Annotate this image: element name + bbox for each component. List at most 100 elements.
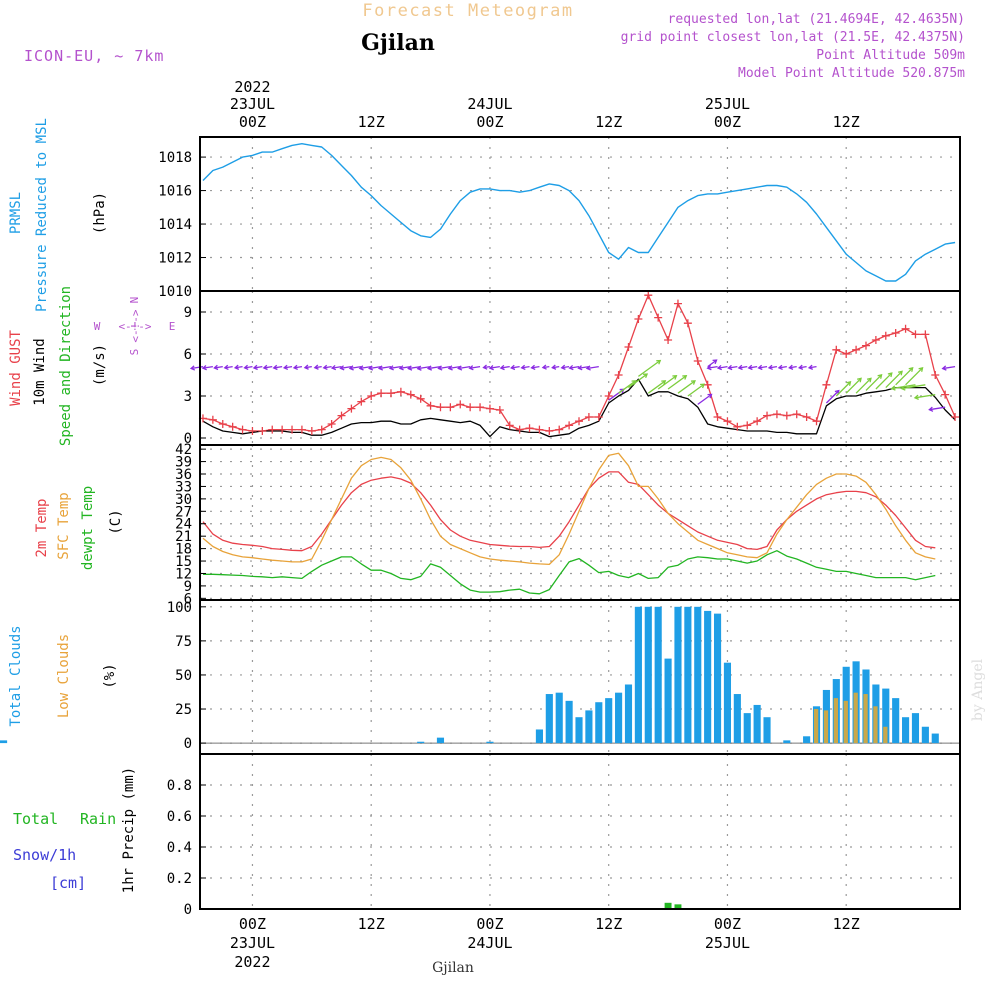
wind-arrow-head bbox=[272, 364, 278, 371]
wind-arrow-head bbox=[551, 364, 557, 370]
wind-arrow bbox=[687, 383, 705, 397]
wind-arrow bbox=[758, 365, 768, 369]
wind-arrow-head bbox=[807, 364, 814, 370]
gust-marker bbox=[208, 415, 217, 424]
bottom-axis-label: 23JUL bbox=[230, 934, 275, 952]
low-cloud-bar bbox=[843, 700, 848, 744]
pressure-ytick-label: 1012 bbox=[158, 251, 192, 267]
wind-ytick-label: 3 bbox=[184, 389, 192, 405]
wind-arrow bbox=[489, 365, 500, 369]
wind-arrow-head bbox=[488, 365, 494, 371]
wind-arrow-head bbox=[846, 381, 852, 386]
gust-marker bbox=[584, 413, 593, 421]
total-cloud-bar bbox=[644, 606, 652, 744]
pressure-label-prmsl: PRMSL bbox=[8, 192, 24, 234]
temp-label-2m: 2m Temp bbox=[34, 498, 50, 557]
wind-arrow bbox=[235, 365, 243, 369]
gust-marker bbox=[386, 389, 395, 398]
wind-arrow-head bbox=[398, 365, 404, 371]
gust-marker bbox=[852, 345, 861, 354]
wind-arrow-head bbox=[897, 370, 903, 376]
gust-marker bbox=[673, 299, 682, 308]
wind-arrow-head bbox=[928, 406, 934, 412]
wind-arrow-head bbox=[568, 364, 574, 371]
gust-marker bbox=[228, 422, 237, 431]
gust-marker bbox=[772, 410, 781, 419]
wind-arrow bbox=[224, 365, 233, 369]
wind-arrow bbox=[408, 365, 421, 370]
wind-arrow-head bbox=[712, 359, 718, 365]
wind-arrow bbox=[865, 374, 883, 391]
gust-marker bbox=[753, 417, 762, 426]
wind-arrow-head bbox=[918, 366, 924, 372]
gust-marker bbox=[268, 425, 277, 434]
wind-arrow-head bbox=[690, 380, 696, 385]
gust-marker bbox=[406, 390, 415, 399]
requested-coords: requested lon,lat (21.4694E, 42.4635N) bbox=[668, 12, 965, 27]
compass-e: E bbox=[169, 320, 176, 333]
bottom-axis-label: 00Z bbox=[239, 915, 266, 933]
wind-arrow-head bbox=[866, 377, 872, 383]
gust-marker bbox=[327, 420, 336, 428]
wind-arrow-head bbox=[292, 364, 298, 371]
total-cloud-bar bbox=[882, 688, 890, 744]
gust-marker bbox=[416, 394, 425, 403]
wind-arrow-head bbox=[213, 364, 219, 371]
pressure-ytick-label: 1016 bbox=[158, 184, 192, 200]
total-cloud-bar bbox=[783, 740, 791, 744]
gust-marker bbox=[842, 350, 851, 358]
top-axis-label: 12Z bbox=[358, 113, 385, 131]
low-cloud-bar bbox=[863, 694, 868, 744]
wind-arrow-head bbox=[520, 364, 526, 371]
wind-arrow bbox=[885, 370, 903, 389]
wind-arrow-head bbox=[447, 365, 453, 371]
wind-arrow bbox=[657, 375, 677, 390]
precip-label-total: Total bbox=[13, 810, 58, 828]
compass-h: <-!-> bbox=[118, 320, 151, 333]
compass-w: W bbox=[94, 320, 101, 333]
wind-arrow-head bbox=[223, 364, 229, 371]
gust-marker bbox=[723, 417, 732, 426]
wind-arrow bbox=[647, 380, 666, 394]
product-title: Forecast Meteogram bbox=[362, 1, 573, 21]
low-cloud-bar bbox=[813, 709, 819, 744]
gust-marker bbox=[297, 425, 306, 434]
wind-arrow bbox=[914, 393, 936, 399]
gust-marker bbox=[713, 413, 722, 421]
gust-marker bbox=[763, 411, 772, 420]
wind-arrow bbox=[738, 365, 748, 369]
gust-marker bbox=[466, 403, 475, 412]
gust-marker bbox=[733, 422, 742, 431]
wind-arrow bbox=[417, 365, 431, 370]
total-cloud-bar bbox=[674, 606, 682, 744]
compass-v: <-!-> bbox=[129, 309, 142, 342]
wind-arrow-head bbox=[941, 365, 947, 371]
cloud-ytick-label: 25 bbox=[175, 702, 192, 718]
wind-arrow-head bbox=[908, 366, 914, 372]
temp-ytick-label: 39 bbox=[175, 455, 192, 471]
gust-marker bbox=[792, 410, 801, 419]
gust-marker bbox=[812, 417, 821, 426]
gust-marker bbox=[782, 411, 791, 420]
wind-arrow bbox=[717, 365, 728, 369]
wind-arrow bbox=[448, 365, 461, 370]
temp-ytick-label: 6 bbox=[184, 591, 192, 607]
total-cloud-bar bbox=[555, 692, 563, 744]
wind-arrow bbox=[428, 365, 441, 370]
low-cloud-bar bbox=[833, 698, 839, 744]
gust-marker bbox=[218, 420, 227, 428]
rain-bar bbox=[664, 902, 672, 909]
wind-label-speed-dir: Speed and Direction bbox=[58, 286, 74, 446]
gust-marker bbox=[555, 425, 564, 434]
wind-arrow-head bbox=[201, 365, 207, 371]
wind-arrow-head bbox=[377, 365, 384, 371]
total-cloud-bar bbox=[565, 700, 573, 744]
total-cloud-bar bbox=[733, 694, 741, 744]
wind-arrow bbox=[895, 367, 914, 386]
gust-marker bbox=[703, 380, 712, 389]
wind-arrow bbox=[707, 359, 717, 368]
top-axis-label: 12Z bbox=[595, 113, 622, 131]
gust-marker bbox=[495, 406, 504, 414]
wind-arrow-head bbox=[887, 372, 893, 378]
frame-layer bbox=[199, 136, 961, 910]
